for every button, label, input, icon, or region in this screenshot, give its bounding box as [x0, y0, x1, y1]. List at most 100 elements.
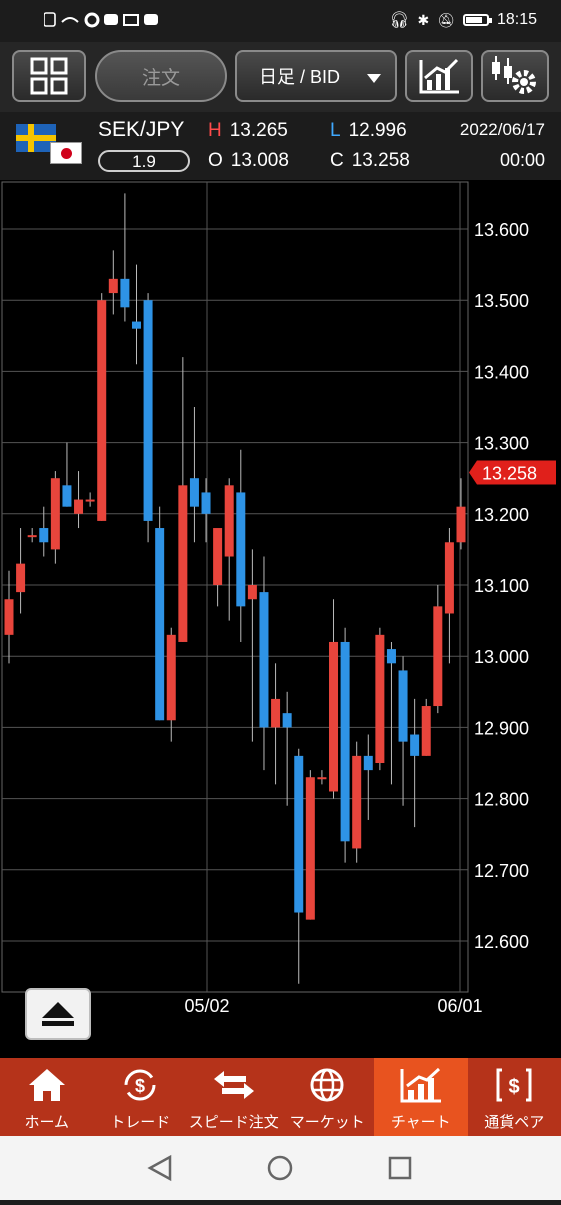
market-globe-icon	[305, 1066, 349, 1104]
trade-icon: $	[118, 1066, 162, 1104]
candle-body	[259, 592, 268, 727]
candle-body	[109, 279, 118, 293]
spread-badge: 1.9	[98, 150, 190, 172]
system-nav-bar	[0, 1136, 561, 1200]
candle-body	[178, 485, 187, 642]
chart-canvas[interactable]: 13.60013.50013.40013.30013.20013.10013.0…	[0, 180, 561, 1058]
expand-panel-button[interactable]	[25, 988, 91, 1040]
chart-trend-icon	[417, 56, 461, 96]
candle-body	[86, 500, 95, 502]
candle-body	[422, 706, 431, 756]
y-tick-label: 13.000	[474, 647, 529, 667]
chart-settings-button[interactable]	[481, 50, 549, 102]
tab-currency-pair[interactable]: $ 通貨ペア	[468, 1058, 561, 1136]
candle-body	[202, 492, 211, 513]
candle-body	[317, 777, 326, 779]
candle-body	[271, 699, 280, 727]
candle-body	[341, 642, 350, 841]
google-icon	[86, 14, 98, 26]
tab-chart[interactable]: チャート	[374, 1058, 468, 1136]
grid-icon	[29, 56, 69, 96]
y-tick-label: 12.600	[474, 932, 529, 952]
status-left-icons	[44, 12, 174, 31]
candle-body	[5, 599, 14, 635]
candle-body	[364, 756, 373, 770]
svg-text:$: $	[509, 1076, 520, 1098]
tab-label: トレード	[94, 1111, 188, 1132]
candle-body	[39, 528, 48, 542]
tab-label: マーケット	[281, 1111, 375, 1132]
candle-body	[74, 500, 83, 514]
nav-buttons	[0, 1136, 561, 1200]
tab-label: ホーム	[0, 1111, 94, 1132]
home-circle-icon[interactable]	[269, 1157, 291, 1179]
wifi-icon	[62, 18, 78, 22]
currency-pair-icon: $	[492, 1066, 536, 1104]
candle-body	[329, 642, 338, 792]
chevron-down-icon	[367, 74, 381, 83]
layout-grid-button[interactable]	[12, 50, 86, 102]
mute-icon: 🔕︎	[437, 12, 455, 29]
clock: 18:15	[497, 11, 537, 29]
indicator-button[interactable]	[405, 50, 473, 102]
japan-flag-icon	[50, 142, 82, 164]
tab-speed-order[interactable]: スピード注文	[187, 1058, 281, 1136]
youtube-icon	[144, 14, 158, 25]
candle-body	[225, 485, 234, 556]
candle-body	[352, 756, 361, 849]
period-select-label: 日足 / BID	[259, 63, 340, 89]
period-select[interactable]: 日足 / BID	[235, 50, 397, 102]
candle-body	[62, 485, 71, 506]
tab-label: スピード注文	[187, 1111, 281, 1132]
tab-home[interactable]: ホーム	[0, 1058, 94, 1136]
candle-body	[399, 670, 408, 741]
candle-body	[283, 713, 292, 727]
candle-body	[155, 528, 164, 720]
battery-icon	[463, 14, 489, 26]
candle-body	[51, 478, 60, 549]
y-tick-label: 12.900	[474, 718, 529, 738]
current-price-label: 13.258	[482, 464, 537, 484]
currency-pair-name[interactable]: SEK/JPY	[98, 118, 184, 142]
y-tick-label: 12.800	[474, 790, 529, 810]
candle-body	[457, 507, 466, 543]
tab-label: チャート	[374, 1111, 468, 1132]
candle-time: 00:00	[500, 150, 545, 171]
recents-icon[interactable]	[390, 1158, 410, 1178]
tab-market[interactable]: マーケット	[281, 1058, 375, 1136]
y-tick-label: 13.400	[474, 362, 529, 382]
candle-body	[190, 478, 199, 506]
candle-body	[167, 635, 176, 720]
y-tick-label: 12.700	[474, 861, 529, 881]
status-bar: 🎧︎ ✱ 🔕︎ 18:15	[0, 0, 561, 42]
y-tick-label: 13.100	[474, 576, 529, 596]
candle-date: 2022/06/17	[460, 120, 545, 140]
y-tick-label: 13.300	[474, 434, 529, 454]
home-icon	[25, 1066, 69, 1104]
back-icon[interactable]	[150, 1157, 170, 1179]
tab-trade[interactable]: $ トレード	[94, 1058, 188, 1136]
candle-body	[248, 585, 257, 599]
candle-body	[387, 649, 396, 663]
status-app-icons	[44, 12, 174, 28]
y-tick-label: 13.200	[474, 505, 529, 525]
gmail-icon	[124, 15, 138, 25]
svg-text:$: $	[135, 1076, 145, 1096]
chart-toolbar: 注文 日足 / BID	[0, 42, 561, 112]
candle-body	[410, 735, 419, 756]
headphone-icon: 🎧︎	[389, 10, 409, 30]
order-button[interactable]: 注文	[95, 50, 227, 102]
candle-gear-icon	[490, 54, 540, 98]
status-right: 🎧︎ ✱ 🔕︎ 18:15	[389, 10, 537, 30]
candle-body	[236, 492, 245, 606]
bottom-tab-bar: ホーム $ トレード スピード注文 マーケット チャート	[0, 1058, 561, 1136]
speed-order-icon	[212, 1066, 256, 1104]
candle-body	[132, 322, 141, 329]
order-button-label: 注文	[142, 63, 180, 90]
candle-body	[213, 528, 222, 585]
tab-label: 通貨ペア	[468, 1111, 561, 1132]
